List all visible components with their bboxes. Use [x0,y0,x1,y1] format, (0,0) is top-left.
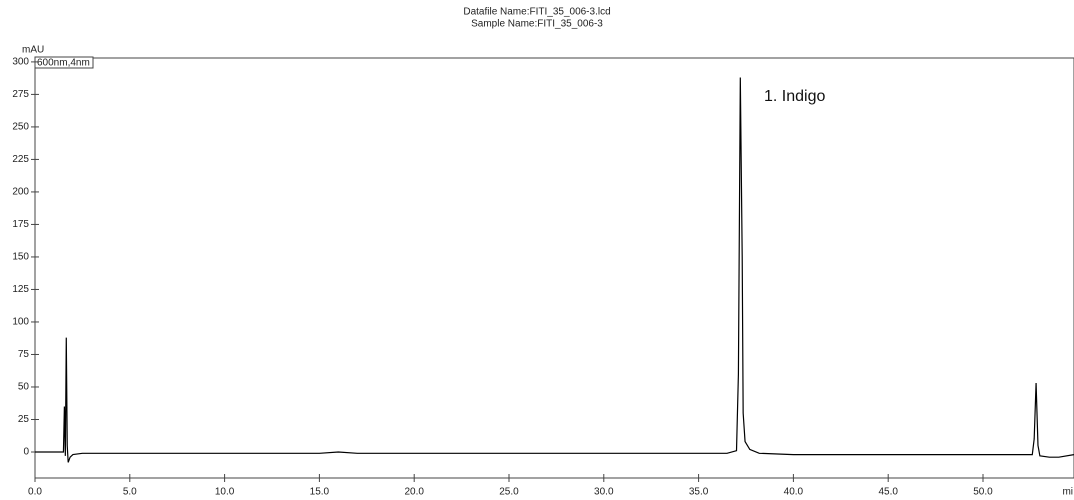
y-tick-label: 175 [12,219,29,230]
chart-title: Datafile Name:FITI_35_006-3.lcd [463,7,610,18]
y-tick-label: 275 [12,89,29,100]
y-axis-label: mAU [22,45,44,56]
chart-subtitle: Sample Name:FITI_35_006-3 [471,19,603,30]
y-tick-label: 0 [23,447,29,458]
y-tick-label: 150 [12,252,29,263]
y-tick-label: 300 [12,57,29,68]
x-axis-label: mi [1062,487,1073,498]
x-tick-label: 5.0 [123,487,137,498]
plot-frame [34,57,1074,479]
y-tick-label: 250 [12,122,29,133]
x-tick-label: 0.0 [28,487,42,498]
x-tick-label: 45.0 [878,487,898,498]
x-tick-label: 40.0 [784,487,804,498]
y-tick-label: 225 [12,154,29,165]
y-tick-label: 100 [12,317,29,328]
x-tick-label: 35.0 [689,487,709,498]
legend-label: 600nm,4nm [37,58,90,69]
x-tick-label: 15.0 [310,487,330,498]
x-tick-label: 30.0 [594,487,614,498]
y-tick-label: 125 [12,284,29,295]
peak-annotation: 1. Indigo [764,88,825,105]
y-tick-label: 25 [18,414,30,425]
x-tick-label: 50.0 [973,487,993,498]
y-tick-label: 200 [12,187,29,198]
y-tick-label: 75 [18,349,30,360]
x-tick-label: 25.0 [499,487,519,498]
y-tick-label: 50 [18,382,30,393]
chromatogram-line [35,77,1074,463]
x-tick-label: 10.0 [215,487,235,498]
x-tick-label: 20.0 [404,487,424,498]
legend-box [34,56,94,69]
